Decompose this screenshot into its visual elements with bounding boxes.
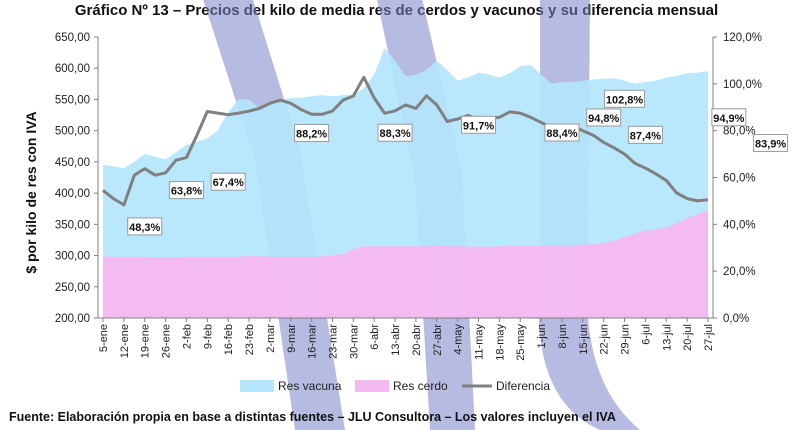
data-label: 94,9% bbox=[711, 108, 747, 127]
data-label: 102,8% bbox=[604, 89, 646, 108]
x-tick-label: 2-mar bbox=[265, 324, 277, 353]
x-tick-label: 27-abr bbox=[432, 324, 444, 356]
data-label: 88,3% bbox=[377, 123, 413, 142]
data-label: 67,4% bbox=[210, 172, 246, 191]
x-tick-label: 4-may bbox=[453, 324, 465, 355]
x-tick-label: 9-feb bbox=[202, 324, 214, 349]
legend-label-res-vacuna: Res vacuna bbox=[278, 379, 342, 393]
y2-tick-label: 0,0% bbox=[723, 313, 749, 325]
legend-swatch-res-vacuna bbox=[240, 380, 274, 392]
data-label-text: 94,8% bbox=[588, 113, 619, 125]
y-axis-title: $ por kilo de res con IVA bbox=[23, 111, 39, 273]
source-footer: Fuente: Elaboración propia en base a dis… bbox=[9, 410, 616, 424]
x-tick-label: 6-jul bbox=[640, 324, 652, 345]
y-tick-label: 200,00 bbox=[55, 313, 90, 325]
data-label-box bbox=[604, 89, 646, 108]
data-label-box bbox=[294, 123, 330, 142]
data-label-text: 88,4% bbox=[546, 128, 577, 140]
x-tick-label: 15-jun bbox=[578, 324, 590, 355]
x-tick-label: 25-may bbox=[515, 324, 527, 361]
x-tick-label: 26-ene bbox=[161, 324, 173, 358]
legend-label-diferencia: Diferencia bbox=[496, 379, 550, 393]
y2-tick-label: 80,0% bbox=[723, 126, 756, 138]
x-tick-label: 13-jul bbox=[661, 324, 673, 351]
data-label-box bbox=[544, 123, 580, 142]
legend-swatch-res-cerdo bbox=[355, 380, 389, 392]
data-label-box bbox=[377, 123, 413, 142]
data-label-text: 102,8% bbox=[606, 94, 644, 106]
y-tick-label: 300,00 bbox=[55, 251, 90, 263]
x-tick-label: 23-feb bbox=[244, 324, 256, 355]
y-tick-label: 400,00 bbox=[55, 188, 90, 200]
data-label-text: 67,4% bbox=[213, 177, 244, 189]
x-tick-label: 1-jun bbox=[536, 324, 548, 348]
x-tick-label: 20-abr bbox=[411, 324, 423, 356]
area-res-cerdo bbox=[103, 210, 708, 318]
data-label-text: 48,3% bbox=[129, 222, 160, 234]
x-tick-label: 30-mar bbox=[348, 324, 360, 359]
data-label-box bbox=[461, 115, 497, 134]
x-tick-label: 8-jun bbox=[557, 324, 569, 348]
data-label: 91,7% bbox=[461, 115, 497, 134]
data-label: 88,2% bbox=[294, 123, 330, 142]
data-label-box bbox=[210, 172, 246, 191]
y-tick-label: 350,00 bbox=[55, 219, 90, 231]
data-label-text: 88,2% bbox=[296, 128, 327, 140]
data-label-box bbox=[627, 125, 663, 144]
y-tick-label: 650,00 bbox=[55, 32, 90, 44]
x-tick-label: 18-may bbox=[494, 324, 506, 361]
y2-tick-label: 120,0% bbox=[723, 32, 762, 44]
data-label: 83,9% bbox=[753, 134, 789, 153]
data-label-text: 91,7% bbox=[463, 120, 494, 132]
x-tick-label: 11-may bbox=[474, 324, 486, 360]
x-tick-label: 9-mar bbox=[286, 324, 298, 353]
x-tick-label: 16-mar bbox=[307, 324, 319, 359]
data-label: 63,8% bbox=[168, 181, 204, 200]
data-label-box bbox=[586, 108, 622, 127]
x-tick-label: 13-abr bbox=[390, 324, 402, 356]
x-tick-label: 5-ene bbox=[98, 324, 110, 352]
y-tick-label: 550,00 bbox=[55, 94, 90, 106]
data-label-text: 94,9% bbox=[713, 113, 744, 125]
data-label-text: 63,8% bbox=[171, 186, 202, 198]
x-tick-label: 19-ene bbox=[140, 324, 152, 358]
legend: Res vacuna Res cerdo Diferencia bbox=[240, 379, 550, 393]
data-label: 94,8% bbox=[586, 108, 622, 127]
y2-tick-label: 60,0% bbox=[723, 173, 756, 185]
y-tick-label: 500,00 bbox=[55, 126, 90, 138]
legend-label-res-cerdo: Res cerdo bbox=[393, 379, 448, 393]
x-tick-label: 27-jul bbox=[703, 324, 715, 351]
x-tick-label: 12-ene bbox=[119, 324, 131, 358]
y2-tick-label: 20,0% bbox=[723, 266, 756, 278]
x-tick-label: 16-feb bbox=[223, 324, 235, 355]
y-tick-label: 600,00 bbox=[55, 63, 90, 75]
data-label-box bbox=[753, 134, 789, 153]
data-label-text: 88,3% bbox=[379, 128, 410, 140]
y2-tick-label: 40,0% bbox=[723, 219, 756, 231]
x-tick-label: 20-jul bbox=[682, 324, 694, 351]
y2-tick-label: 100,0% bbox=[723, 79, 762, 91]
x-tick-label: 22-jun bbox=[599, 324, 611, 355]
data-label-text: 83,9% bbox=[755, 139, 786, 151]
data-label: 87,4% bbox=[627, 125, 663, 144]
data-label-box bbox=[168, 181, 204, 200]
data-label-box bbox=[711, 108, 747, 127]
data-label-text: 87,4% bbox=[630, 130, 661, 142]
y-tick-label: 250,00 bbox=[55, 282, 90, 294]
data-label-box bbox=[127, 217, 163, 236]
line-diferencia bbox=[102, 75, 709, 207]
x-tick-label: 6-abr bbox=[369, 324, 381, 350]
data-label: 48,3% bbox=[127, 217, 163, 236]
x-tick-label: 23-mar bbox=[327, 324, 339, 359]
x-tick-label: 29-jun bbox=[620, 324, 632, 355]
x-tick-label: 2-feb bbox=[181, 324, 193, 349]
data-label: 88,4% bbox=[544, 123, 580, 142]
y-tick-label: 450,00 bbox=[55, 157, 90, 169]
